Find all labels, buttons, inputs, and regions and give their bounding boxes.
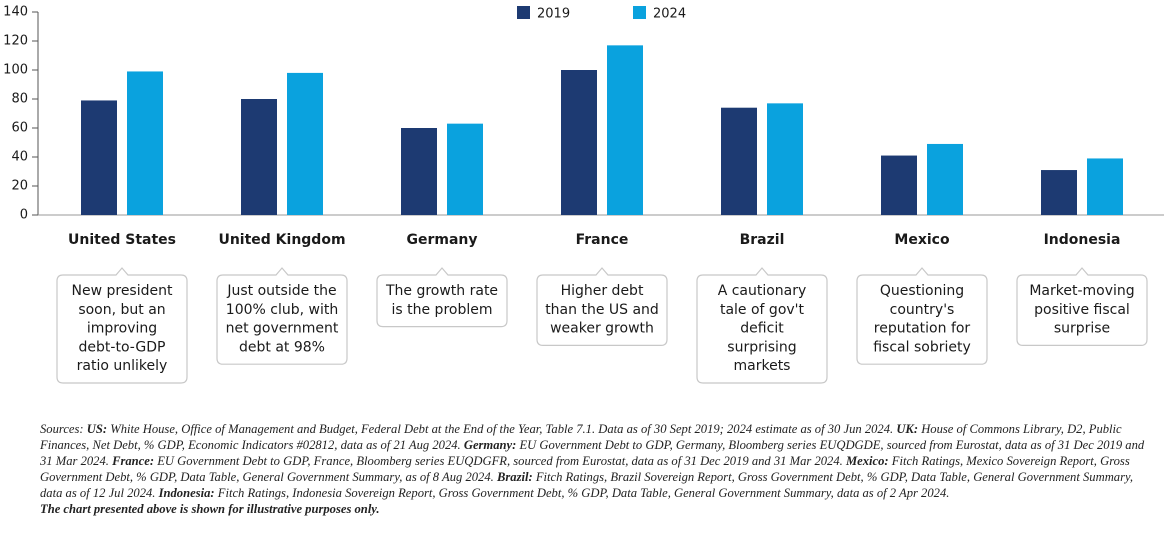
callout-box <box>856 267 988 365</box>
source-text: House of Commons Library, D2, Public Fin… <box>40 422 1122 452</box>
callout-text: Market-moving <box>1029 283 1134 299</box>
source-text: EU Government Debt to GDP, France, Bloom… <box>157 454 843 468</box>
callout-box <box>1016 267 1148 346</box>
y-tick-label: 20 <box>11 179 28 194</box>
callout-text: tale of gov't <box>720 302 805 318</box>
x-tick-label: Indonesia <box>1044 232 1121 248</box>
source-key: Indonesia: <box>158 486 215 500</box>
y-tick-label: 60 <box>11 121 28 136</box>
source-key: France: <box>112 454 155 468</box>
x-tick-label: United Kingdom <box>218 232 345 248</box>
bar <box>1087 158 1123 215</box>
x-tick-label: Brazil <box>740 232 785 248</box>
callout-text: Just outside the <box>226 283 336 299</box>
source-text: White House, Office of Management and Bu… <box>110 422 894 436</box>
callout-box <box>696 267 828 384</box>
callout-box <box>216 267 348 365</box>
y-tick-label: 120 <box>3 34 28 49</box>
sources: Sources: US: White House, Office of Mana… <box>40 421 1152 517</box>
disclaimer: The chart presented above is shown for i… <box>40 502 380 516</box>
callout-text: New president <box>72 283 173 299</box>
callout-text: positive fiscal <box>1034 302 1130 318</box>
callout-text: surprising <box>727 339 796 355</box>
legend-swatch <box>633 6 646 19</box>
callout-text: The growth rate <box>385 283 498 299</box>
source-text: Fitch Ratings, Mexico Sovereign Report, … <box>40 454 1130 484</box>
callout-text: surprise <box>1054 321 1110 337</box>
bar <box>881 155 917 215</box>
callout-box <box>376 267 508 328</box>
bar <box>447 123 483 215</box>
legend-label: 2024 <box>653 7 686 22</box>
callout-text: is the problem <box>392 302 493 318</box>
callout-text: Questioning <box>880 283 964 299</box>
callout-text: A cautionary <box>718 283 807 299</box>
callout-text: reputation for <box>874 321 971 337</box>
bar <box>927 143 963 215</box>
callout-text: weaker growth <box>550 321 654 337</box>
bar <box>607 45 643 215</box>
legend-label: 2019 <box>537 7 570 22</box>
x-tick-label: Mexico <box>894 232 950 248</box>
bar <box>721 107 757 215</box>
y-tick-label: 0 <box>20 208 28 223</box>
x-tick-label: United States <box>68 232 176 248</box>
callout-text: net government <box>226 321 339 337</box>
source-text: Fitch Ratings, Indonesia Sovereign Repor… <box>217 486 950 500</box>
source-key: UK: <box>896 422 919 436</box>
bar <box>767 103 803 215</box>
bar <box>1041 170 1077 215</box>
callout-text: than the US and <box>545 302 659 318</box>
source-text: EU Government Debt to GDP, Germany, Bloo… <box>40 438 1145 468</box>
callout-text: markets <box>734 358 791 374</box>
callout-text: soon, but an <box>78 302 165 318</box>
callout-text: improving <box>87 321 157 337</box>
y-tick-label: 140 <box>3 5 28 20</box>
bar <box>401 128 437 215</box>
callout-box <box>56 267 188 384</box>
legend-swatch <box>517 6 530 19</box>
x-tick-label: France <box>576 232 629 248</box>
bar <box>287 72 323 216</box>
source-key: Germany: <box>463 438 517 452</box>
source-key: US: <box>86 422 108 436</box>
callout-box <box>536 267 668 346</box>
source-text: Fitch Ratings, Brazil Sovereign Report, … <box>40 470 1134 500</box>
callout-text: debt at 98% <box>239 339 325 355</box>
callout-text: ratio unlikely <box>77 358 168 374</box>
callout-text: fiscal sobriety <box>873 339 971 355</box>
callout-text: Higher debt <box>561 283 644 299</box>
callout-text: debt-to-GDP <box>79 339 166 355</box>
callout-text: 100% club, with <box>226 302 338 318</box>
bar <box>81 100 117 215</box>
source-key: Mexico: <box>845 454 889 468</box>
x-tick-label: Germany <box>406 232 477 248</box>
bar <box>561 70 597 215</box>
chart: 0 20 40 60 80 100 120 140 2019 2024 United States N… <box>3 5 1164 384</box>
source-key: Brazil: <box>496 470 533 484</box>
callout-text: country's <box>890 302 955 318</box>
bar <box>127 71 163 215</box>
y-tick-label: 40 <box>11 150 28 165</box>
source-text: Sources: <box>40 422 84 436</box>
callout-text: deficit <box>740 321 784 337</box>
y-tick-label: 80 <box>11 92 28 107</box>
bar <box>241 99 277 215</box>
y-tick-label: 100 <box>3 63 28 78</box>
